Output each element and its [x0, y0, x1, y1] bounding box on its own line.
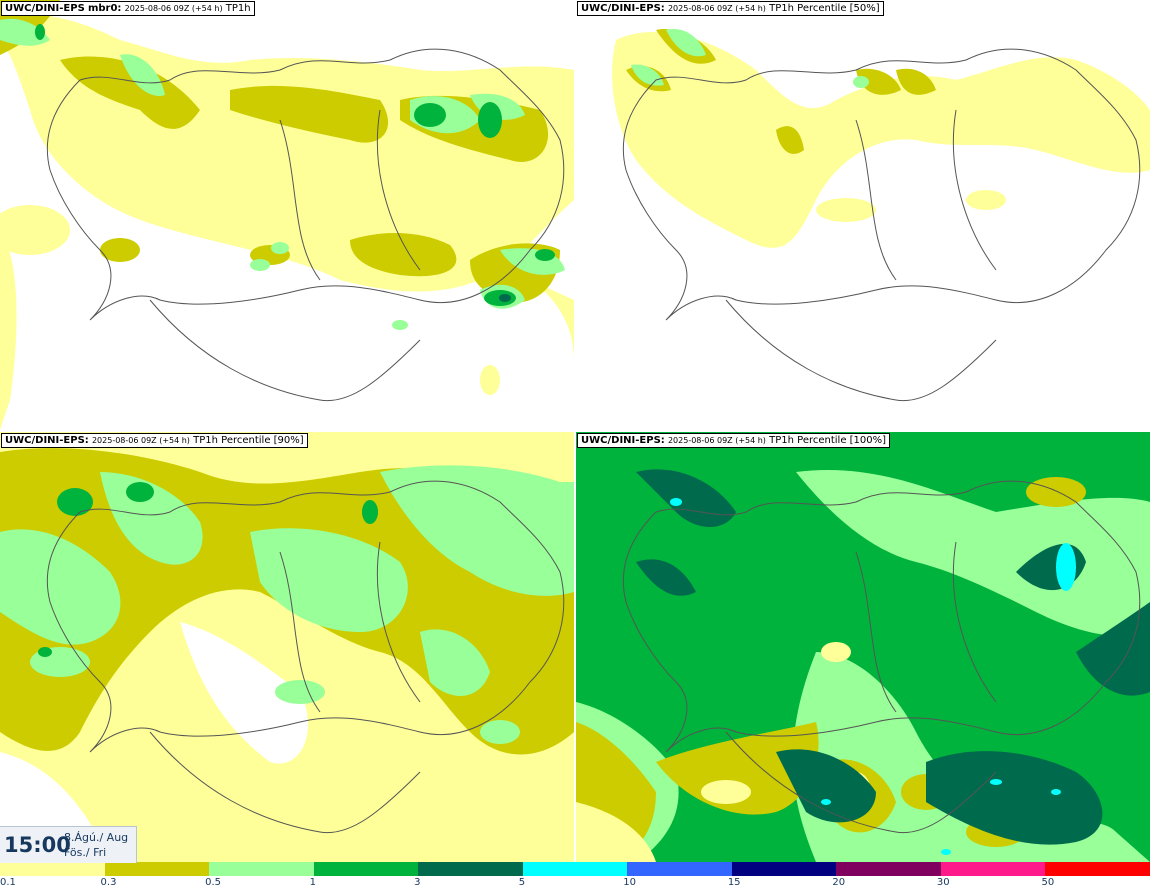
- panel-source: UWC/DINI-EPS: [581, 3, 661, 14]
- valid-time-box: 15:00 8.Ágú./ Aug Fös./ Fri: [0, 826, 137, 863]
- precip-field-1: [38, 482, 378, 657]
- coastline: [622, 480, 1141, 834]
- legend-swatch: [0, 862, 105, 876]
- legend-swatch: [313, 862, 419, 876]
- legend-tick-label: 5: [518, 877, 526, 888]
- valid-weekday: Fös./ Fri: [64, 846, 107, 859]
- precip-field-5: [670, 498, 1076, 855]
- panel-title: UWC/DINI-EPS: 2025-08-06 09Z (+54 h) TP1…: [577, 1, 884, 16]
- legend-swatch: [731, 862, 837, 876]
- map-panel-percentile-100[interactable]: UWC/DINI-EPS: 2025-08-06 09Z (+54 h) TP1…: [576, 432, 1150, 862]
- panel-divider: [574, 0, 576, 862]
- precip-field-05: [0, 465, 574, 744]
- precip-field-1: [35, 24, 555, 306]
- legend-tick-label: 10: [623, 877, 636, 888]
- legend-swatch: [418, 862, 523, 876]
- panel-run: 2025-08-06 09Z (+54 h): [91, 436, 190, 445]
- coastline: [46, 480, 565, 834]
- coastline: [46, 48, 565, 402]
- panel-meta: mbr0:: [87, 3, 122, 14]
- valid-date: 8.Ágú./ Aug: [64, 831, 129, 844]
- panel-meta: :: [84, 435, 89, 446]
- precip-field-3: [636, 469, 1150, 845]
- panel-title: UWC/DINI-EPS: 2025-08-06 09Z (+54 h) TP1…: [577, 433, 891, 448]
- legend-tick-label: 0.5: [205, 877, 221, 888]
- legend-swatch: [104, 862, 210, 876]
- legend-swatch: [1045, 862, 1150, 876]
- legend-tick-label: 15: [727, 877, 741, 888]
- panel-run: 2025-08-06 09Z (+54 h): [667, 436, 766, 445]
- dry-area: [180, 622, 309, 764]
- map-panel-percentile-50[interactable]: UWC/DINI-EPS: 2025-08-06 09Z (+54 h) TP1…: [576, 0, 1150, 430]
- precip-field: [612, 31, 1150, 248]
- panel-meta: :: [660, 3, 665, 14]
- legend-tick-label: 1: [309, 877, 316, 888]
- legend-tick-label: 30: [936, 877, 950, 888]
- precip-map: [0, 432, 574, 862]
- precip-field-3: [499, 294, 511, 302]
- panel-source: UWC/DINI-EPS: [581, 435, 661, 446]
- panel-source: UWC/DINI-EPS: [5, 435, 85, 446]
- panel-title: UWC/DINI-EPS: 2025-08-06 09Z (+54 h) TP1…: [1, 433, 308, 448]
- coastline: [622, 48, 1141, 402]
- legend-tick-label: 0.1: [0, 877, 16, 888]
- panel-field: TP1h Percentile [50%]: [769, 3, 880, 14]
- panel-run: 2025-08-06 09Z (+54 h): [667, 4, 766, 13]
- panel-source: UWC/DINI-EPS: [5, 3, 85, 14]
- panel-title: UWC/DINI-EPS mbr0: 2025-08-06 09Z (+54 h…: [1, 1, 255, 16]
- map-panel-member0[interactable]: UWC/DINI-EPS mbr0: 2025-08-06 09Z (+54 h…: [0, 0, 574, 430]
- legend-tick-label: 0.3: [100, 877, 117, 888]
- precip-map: [0, 0, 574, 430]
- valid-hour: 15:00: [4, 833, 71, 857]
- precip-map: [576, 432, 1150, 862]
- legend-swatch: [836, 862, 941, 876]
- panel-meta: :: [660, 435, 665, 446]
- legend-swatch: [209, 862, 314, 876]
- panel-run: 2025-08-06 09Z (+54 h): [124, 4, 223, 13]
- legend-tick-label: 50: [1041, 877, 1055, 888]
- color-legend: 0.1 0.3 0.5 1 3 5 10 15 20 30 50: [0, 862, 1150, 891]
- legend-tick-label: 3: [414, 877, 421, 888]
- panel-field: TP1h Percentile [100%]: [769, 435, 887, 446]
- legend-tick-label: 20: [832, 877, 846, 888]
- map-panel-percentile-90[interactable]: UWC/DINI-EPS: 2025-08-06 09Z (+54 h) TP1…: [0, 432, 574, 862]
- legend-swatch: [627, 862, 732, 876]
- legend-color-bar: [0, 862, 1150, 876]
- precip-map: [612, 29, 1150, 402]
- panel-field: TP1h Percentile [90%]: [193, 435, 304, 446]
- legend-swatch: [940, 862, 1046, 876]
- legend-swatch: [522, 862, 628, 876]
- panel-field: TP1h: [225, 3, 251, 14]
